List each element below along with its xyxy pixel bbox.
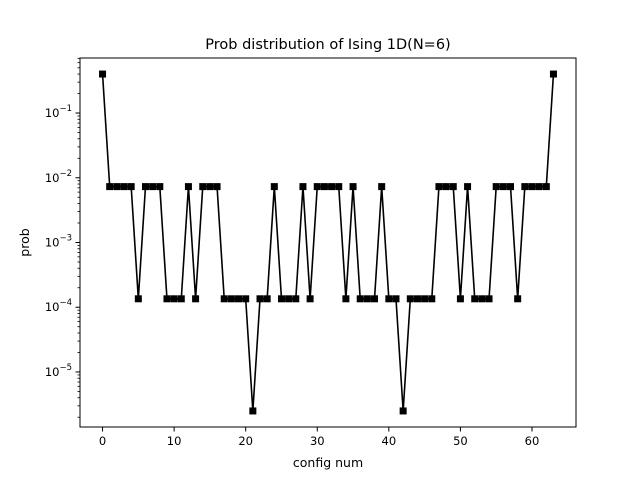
- data-point: [478, 295, 486, 303]
- data-point: [349, 183, 357, 191]
- data-point: [263, 295, 271, 303]
- data-point: [328, 183, 336, 191]
- x-tick-label: 10: [167, 434, 182, 448]
- y-tick-label: 10−1: [45, 104, 72, 120]
- x-tick-label: 40: [382, 434, 397, 448]
- data-point: [99, 70, 107, 78]
- y-tick-label: 10−5: [45, 363, 72, 379]
- data-point: [549, 70, 557, 78]
- x-axis-label: config num: [293, 455, 363, 470]
- plot-frame: [79, 57, 577, 428]
- data-point: [141, 183, 149, 191]
- data-point: [421, 295, 429, 303]
- data-point: [392, 295, 400, 303]
- data-point: [442, 183, 450, 191]
- data-point: [521, 183, 529, 191]
- data-point: [449, 183, 457, 191]
- data-point: [399, 407, 407, 415]
- data-point: [342, 295, 350, 303]
- data-point: [249, 407, 257, 415]
- data-point: [192, 295, 200, 303]
- data-point: [220, 295, 228, 303]
- data-point: [306, 295, 314, 303]
- data-point: [199, 183, 207, 191]
- data-point: [106, 183, 114, 191]
- data-point: [464, 183, 472, 191]
- data-point: [385, 295, 393, 303]
- data-point: [242, 295, 250, 303]
- data-point: [120, 183, 128, 191]
- plot-area: 0 10 20 30 40 50 60 10−5 10−4 10−3 10−2 10−1: [45, 57, 557, 448]
- data-point: [256, 295, 264, 303]
- chart-title: Prob distribution of Ising 1D(N=6): [205, 37, 450, 53]
- data-point: [378, 183, 386, 191]
- data-point: [371, 295, 379, 303]
- data-point: [177, 295, 185, 303]
- data-point: [335, 183, 343, 191]
- data-point: [285, 295, 293, 303]
- data-point: [313, 183, 321, 191]
- data-point: [134, 295, 142, 303]
- data-point: [170, 295, 178, 303]
- data-point: [492, 183, 500, 191]
- data-point: [528, 183, 536, 191]
- data-point: [277, 295, 285, 303]
- x-tick-label: 50: [453, 434, 468, 448]
- data-point: [507, 183, 515, 191]
- x-tick-label: 60: [525, 434, 540, 448]
- y-tick-label: 10−4: [45, 298, 72, 314]
- data-point: [542, 183, 550, 191]
- data-point: [127, 183, 135, 191]
- x-tick-label: 20: [238, 434, 253, 448]
- y-tick-label: 10−2: [45, 169, 72, 185]
- data-point: [235, 295, 243, 303]
- data-point: [292, 295, 300, 303]
- data-point: [471, 295, 479, 303]
- data-point: [456, 295, 464, 303]
- data-point: [413, 295, 421, 303]
- y-axis-label: prob: [17, 228, 32, 256]
- data-point: [406, 295, 414, 303]
- data-point: [299, 183, 307, 191]
- data-point: [428, 295, 436, 303]
- data-point: [156, 183, 164, 191]
- data-point: [270, 183, 278, 191]
- data-point: [113, 183, 121, 191]
- data-point: [184, 183, 192, 191]
- data-point: [149, 183, 157, 191]
- data-point: [227, 295, 235, 303]
- data-point: [206, 183, 214, 191]
- data-point: [213, 183, 221, 191]
- data-point: [514, 295, 522, 303]
- data-point: [535, 183, 543, 191]
- series-line: [101, 73, 555, 412]
- data-point: [435, 183, 443, 191]
- x-tick-label: 0: [99, 434, 106, 448]
- data-point: [363, 295, 371, 303]
- data-point: [356, 295, 364, 303]
- data-point: [163, 295, 171, 303]
- data-point: [485, 295, 493, 303]
- data-point: [499, 183, 507, 191]
- data-point: [320, 183, 328, 191]
- y-tick-label: 10−3: [45, 234, 72, 250]
- x-tick-label: 30: [310, 434, 325, 448]
